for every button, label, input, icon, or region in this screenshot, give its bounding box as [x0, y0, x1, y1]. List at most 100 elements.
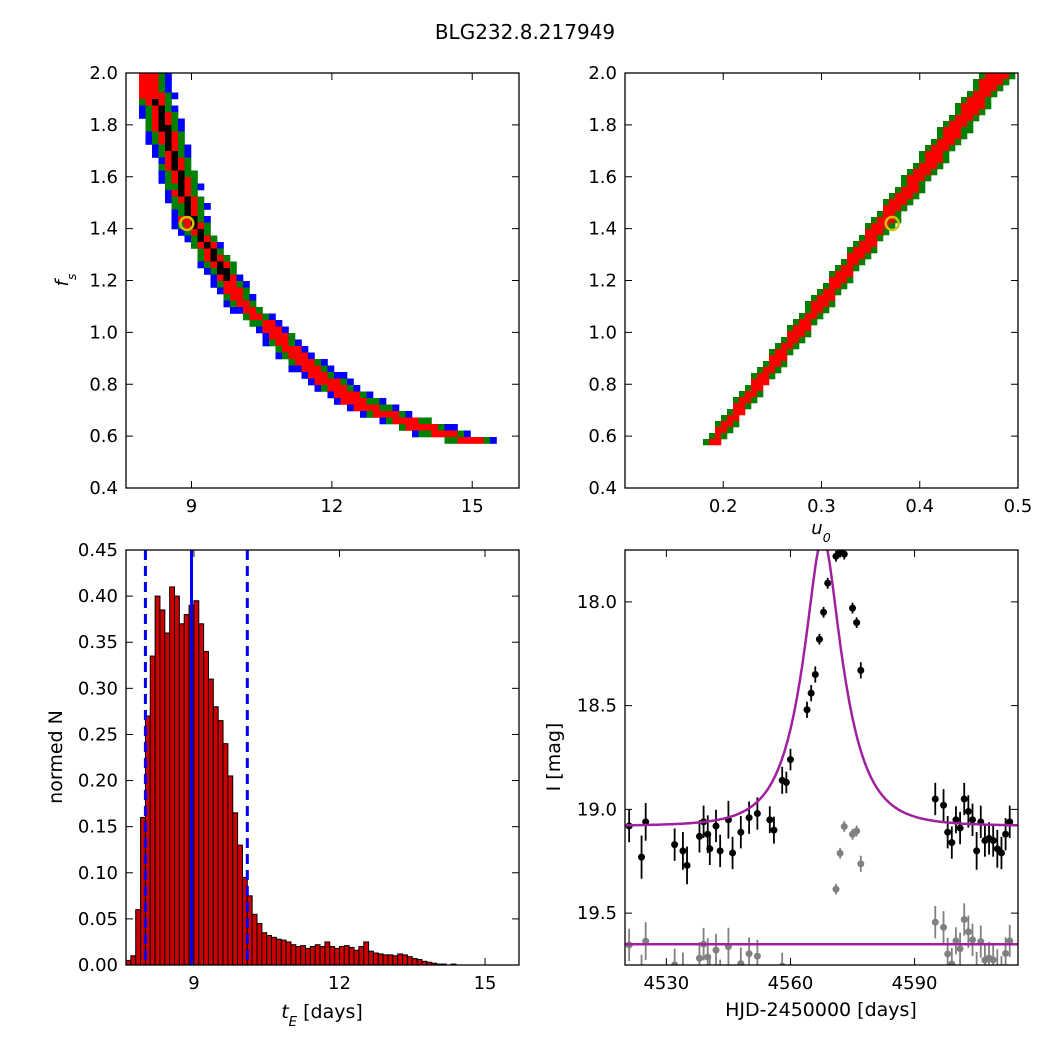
histogram-bar	[295, 946, 302, 966]
posterior-cell	[152, 138, 159, 145]
histogram-bar	[309, 946, 316, 966]
histogram-bar	[232, 812, 239, 966]
posterior-cell	[967, 127, 974, 134]
figure-title: BLG232.8.217949	[434, 20, 616, 44]
posterior-cell	[793, 343, 800, 350]
posterior-cell	[184, 177, 192, 184]
posterior-cell	[757, 391, 764, 398]
posterior-cell	[871, 235, 878, 242]
data-point	[1002, 830, 1010, 838]
posterior-cell	[973, 97, 980, 104]
posterior-cell	[217, 268, 224, 275]
posterior-cell	[919, 181, 926, 188]
posterior-cell	[288, 359, 296, 366]
posterior-cell	[269, 339, 276, 347]
data-point	[964, 807, 972, 815]
posterior-cell	[282, 346, 289, 353]
posterior-cell	[781, 349, 788, 356]
data-point	[931, 795, 939, 803]
posterior-cell	[979, 103, 986, 110]
data-point	[786, 756, 794, 764]
posterior-cell	[334, 398, 341, 405]
posterior-cell	[835, 265, 842, 272]
posterior-cell	[438, 424, 445, 431]
posterior-cell	[871, 217, 878, 224]
posterior-cell	[184, 222, 192, 230]
posterior-cell	[165, 196, 172, 204]
posterior-cell	[308, 372, 315, 379]
posterior-cell	[757, 373, 764, 380]
data-point	[683, 861, 691, 869]
posterior-cell	[793, 325, 800, 332]
y-tick-label: 1.4	[89, 219, 118, 240]
posterior-cell	[321, 359, 328, 366]
posterior-cell	[171, 216, 179, 223]
posterior-cell	[243, 313, 250, 321]
posterior-cell	[379, 398, 387, 405]
posterior-cell	[217, 287, 224, 295]
posterior-cell	[997, 79, 1004, 86]
posterior-cell	[703, 439, 710, 446]
residual-point	[1043, 960, 1050, 967]
y-tick-label: 18.5	[577, 696, 617, 717]
posterior-cell	[158, 131, 166, 139]
posterior-cell	[249, 320, 257, 327]
posterior-cell	[288, 365, 296, 373]
posterior-cell	[288, 346, 296, 353]
posterior-cell	[961, 133, 968, 140]
posterior-cell	[931, 163, 938, 170]
posterior-cell	[204, 242, 211, 249]
residual-point	[1002, 949, 1010, 957]
posterior-cell	[457, 437, 465, 444]
posterior-cell	[787, 337, 794, 344]
posterior-cell	[171, 170, 179, 178]
posterior-cell	[937, 163, 944, 170]
posterior-cell	[191, 190, 198, 197]
posterior-cell	[733, 421, 740, 428]
posterior-cell	[733, 415, 740, 422]
posterior-cell	[275, 352, 283, 360]
posterior-cell	[262, 333, 270, 340]
posterior-cell	[269, 326, 276, 334]
residual-point	[816, 1036, 823, 1043]
residual-point	[717, 972, 724, 979]
posterior-cell	[751, 391, 758, 398]
posterior-cell	[165, 138, 172, 145]
posterior-cell	[197, 235, 205, 243]
data-point	[807, 689, 815, 697]
posterior-cell	[895, 193, 902, 200]
posterior-cell	[457, 430, 465, 438]
data-point	[811, 671, 819, 678]
posterior-cell	[431, 430, 439, 438]
posterior-cell	[937, 133, 944, 140]
posterior-cell	[152, 125, 159, 132]
posterior-cell	[184, 190, 192, 197]
posterior-cell	[197, 203, 205, 210]
posterior-cell	[373, 411, 380, 418]
posterior-cell	[301, 372, 309, 379]
posterior-cell	[178, 138, 185, 145]
histogram-bar	[217, 720, 224, 966]
histogram-bar	[285, 941, 292, 966]
posterior-cell	[178, 157, 185, 165]
posterior-cell	[217, 255, 224, 262]
data-point	[960, 795, 968, 803]
posterior-cell	[197, 261, 205, 269]
posterior-cell	[745, 391, 752, 398]
posterior-cell	[178, 151, 185, 158]
histogram-bar	[334, 947, 340, 966]
posterior-cell	[943, 133, 950, 140]
posterior-cell	[230, 281, 237, 288]
posterior-cell	[191, 177, 198, 184]
posterior-cell	[805, 325, 812, 332]
posterior-cell	[275, 346, 283, 353]
histogram-bar	[178, 623, 185, 966]
posterior-cell	[841, 277, 848, 284]
posterior-cell	[931, 139, 938, 146]
histogram-bar	[382, 954, 389, 966]
posterior-cell	[829, 283, 836, 290]
posterior-cell	[327, 372, 335, 379]
posterior-cell	[739, 397, 746, 404]
posterior-cell	[775, 361, 782, 368]
posterior-cell	[386, 404, 393, 412]
